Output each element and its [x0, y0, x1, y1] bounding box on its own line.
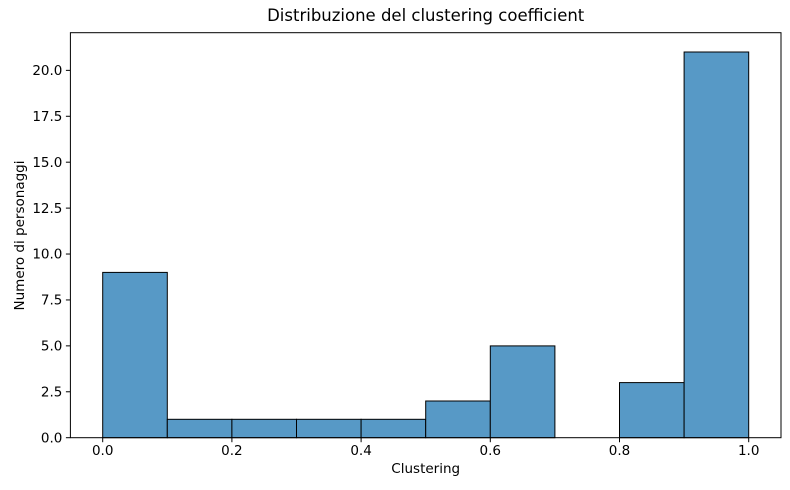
- y-tick-label: 2.5: [41, 384, 62, 400]
- chart-title: Distribuzione del clustering coefficient: [267, 6, 585, 25]
- x-tick-label: 0.4: [350, 443, 371, 459]
- histogram-bar: [619, 382, 685, 439]
- plot-frame: [69, 32, 782, 439]
- ticks-group: 0.0 0.2 0.4 0.6 0.8 1.0 0.0 2.5 5.0 7.5 10.0 12.5 15…: [32, 63, 759, 459]
- x-tick-label: 0.0: [92, 443, 113, 459]
- y-tick-label: 10.0: [32, 247, 62, 263]
- y-tick-label: 15.0: [32, 155, 62, 171]
- x-axis-label: Clustering: [391, 461, 460, 477]
- histogram-bar: [296, 418, 362, 439]
- y-tick-label: 12.5: [32, 201, 62, 217]
- histogram-bar: [166, 418, 233, 439]
- y-tick-label: 20.0: [32, 63, 62, 79]
- y-tick-label: 5.0: [41, 339, 62, 355]
- histogram-bar: [231, 418, 297, 439]
- bars-group: [102, 51, 750, 439]
- y-axis-label: Numero di personaggi: [12, 161, 28, 311]
- histogram-bar: [425, 400, 491, 439]
- x-tick-label: 0.2: [221, 443, 242, 459]
- x-tick-label: 1.0: [738, 443, 759, 459]
- histogram-bar: [102, 271, 168, 439]
- histogram-bar: [683, 51, 750, 439]
- y-tick-label: 17.5: [32, 109, 62, 125]
- histogram-bar: [489, 345, 556, 439]
- y-tick-label: 0.0: [41, 430, 62, 446]
- x-tick-label: 0.8: [609, 443, 630, 459]
- y-tick-label: 7.5: [41, 293, 62, 309]
- histogram-bar: [360, 418, 427, 439]
- x-tick-label: 0.6: [480, 443, 501, 459]
